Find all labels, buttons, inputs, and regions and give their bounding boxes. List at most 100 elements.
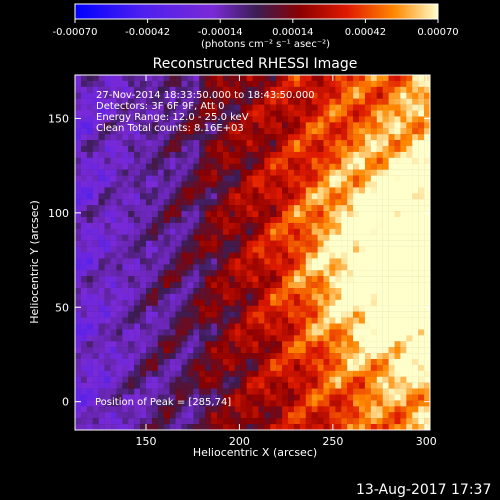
heatmap-cell (293, 317, 301, 324)
heatmap-cell (323, 299, 330, 306)
heatmap-cell (104, 116, 111, 123)
heatmap-cell (222, 181, 230, 188)
heatmap-cell (311, 175, 318, 182)
heatmap-cell (98, 424, 105, 431)
heatmap-cell (140, 163, 147, 170)
heatmap-cell (193, 199, 200, 206)
heatmap-cell (353, 252, 360, 259)
heatmap-cell (187, 317, 194, 324)
heatmap-cell (169, 376, 176, 383)
heatmap-cell (299, 288, 306, 295)
heatmap-cell (412, 175, 419, 182)
heatmap-cell (353, 376, 360, 383)
heatmap-cell (140, 92, 147, 99)
heatmap-cell (163, 175, 170, 182)
heatmap-cell (388, 264, 395, 271)
heatmap-cell (246, 353, 253, 360)
heatmap-cell (329, 98, 336, 105)
heatmap-cell (364, 122, 372, 129)
heatmap-cell (276, 388, 283, 395)
heatmap-cell (116, 146, 123, 153)
heatmap-cell (329, 317, 336, 324)
heatmap-cell (364, 199, 372, 206)
heatmap-cell (116, 270, 123, 277)
heatmap-cell (246, 400, 253, 407)
heatmap-cell (370, 146, 377, 153)
heatmap-cell (305, 341, 312, 348)
heatmap-cell (329, 234, 336, 241)
heatmap-cell (382, 252, 389, 259)
heatmap-cell (175, 146, 182, 153)
heatmap-cell (264, 323, 271, 330)
heatmap-cell (205, 400, 212, 407)
heatmap-cell (335, 104, 342, 111)
heatmap-cell (217, 169, 224, 176)
heatmap-cell (110, 122, 117, 129)
heatmap-cell (388, 140, 395, 147)
heatmap-cell (288, 175, 295, 182)
heatmap-cell (311, 364, 318, 372)
heatmap-cell (240, 211, 247, 218)
heatmap-cell (364, 323, 372, 330)
heatmap-cell (157, 217, 164, 224)
heatmap-cell (175, 311, 182, 318)
heatmap-cell (104, 157, 111, 164)
heatmap-cell (92, 122, 99, 129)
heatmap-cell (193, 98, 200, 105)
heatmap-cell (406, 388, 413, 395)
heatmap-cell (151, 222, 159, 230)
heatmap-cell (305, 376, 312, 383)
heatmap-cell (264, 246, 271, 253)
heatmap-cell (282, 412, 289, 419)
heatmap-cell (370, 110, 377, 117)
heatmap-cell (282, 246, 289, 253)
heatmap-cell (282, 270, 289, 277)
heatmap-cell (388, 282, 395, 289)
heatmap-cell (128, 228, 135, 235)
heatmap-cell (181, 382, 188, 389)
heatmap-cell (98, 353, 105, 360)
heatmap-cell (299, 341, 306, 348)
heatmap-cell (293, 252, 301, 259)
heatmap-cell (311, 305, 318, 312)
heatmap-cell (92, 234, 99, 241)
heatmap-cell (228, 234, 235, 241)
x-tick-label: 250 (322, 435, 343, 448)
heatmap-cell (181, 240, 188, 247)
heatmap-cell (311, 370, 318, 377)
heatmap-cell (175, 299, 182, 306)
heatmap-cell (151, 228, 159, 235)
heatmap-cell (359, 370, 366, 377)
heatmap-cell (329, 299, 336, 306)
heatmap-cell (317, 122, 324, 129)
heatmap-cell (163, 199, 170, 206)
heatmap-cell (228, 305, 235, 312)
heatmap-cell (329, 276, 336, 283)
heatmap-cell (234, 347, 241, 354)
heatmap-cell (323, 347, 330, 354)
heatmap-cell (246, 110, 253, 117)
heatmap-cell (134, 92, 141, 99)
heatmap-cell (394, 169, 401, 176)
heatmap-cell (347, 406, 354, 413)
heatmap-cell (359, 181, 366, 188)
heatmap-cell (228, 146, 235, 153)
heatmap-cell (163, 75, 170, 82)
heatmap-cell (86, 282, 93, 289)
heatmap-cell (341, 181, 348, 188)
heatmap-cell (329, 228, 336, 235)
heatmap-cell (193, 80, 200, 88)
heatmap-cell (376, 394, 383, 401)
heatmap-cell (353, 264, 360, 271)
heatmap-cell (299, 418, 306, 425)
heatmap-cell (110, 276, 117, 283)
heatmap-cell (388, 104, 395, 111)
heatmap-cell (246, 341, 253, 348)
heatmap-cell (406, 376, 413, 383)
heatmap-cell (110, 288, 117, 295)
heatmap-cell (163, 151, 170, 159)
heatmap-cell (264, 222, 271, 230)
heatmap-cell (175, 288, 182, 295)
heatmap-cell (140, 323, 147, 330)
heatmap-cell (347, 193, 354, 200)
